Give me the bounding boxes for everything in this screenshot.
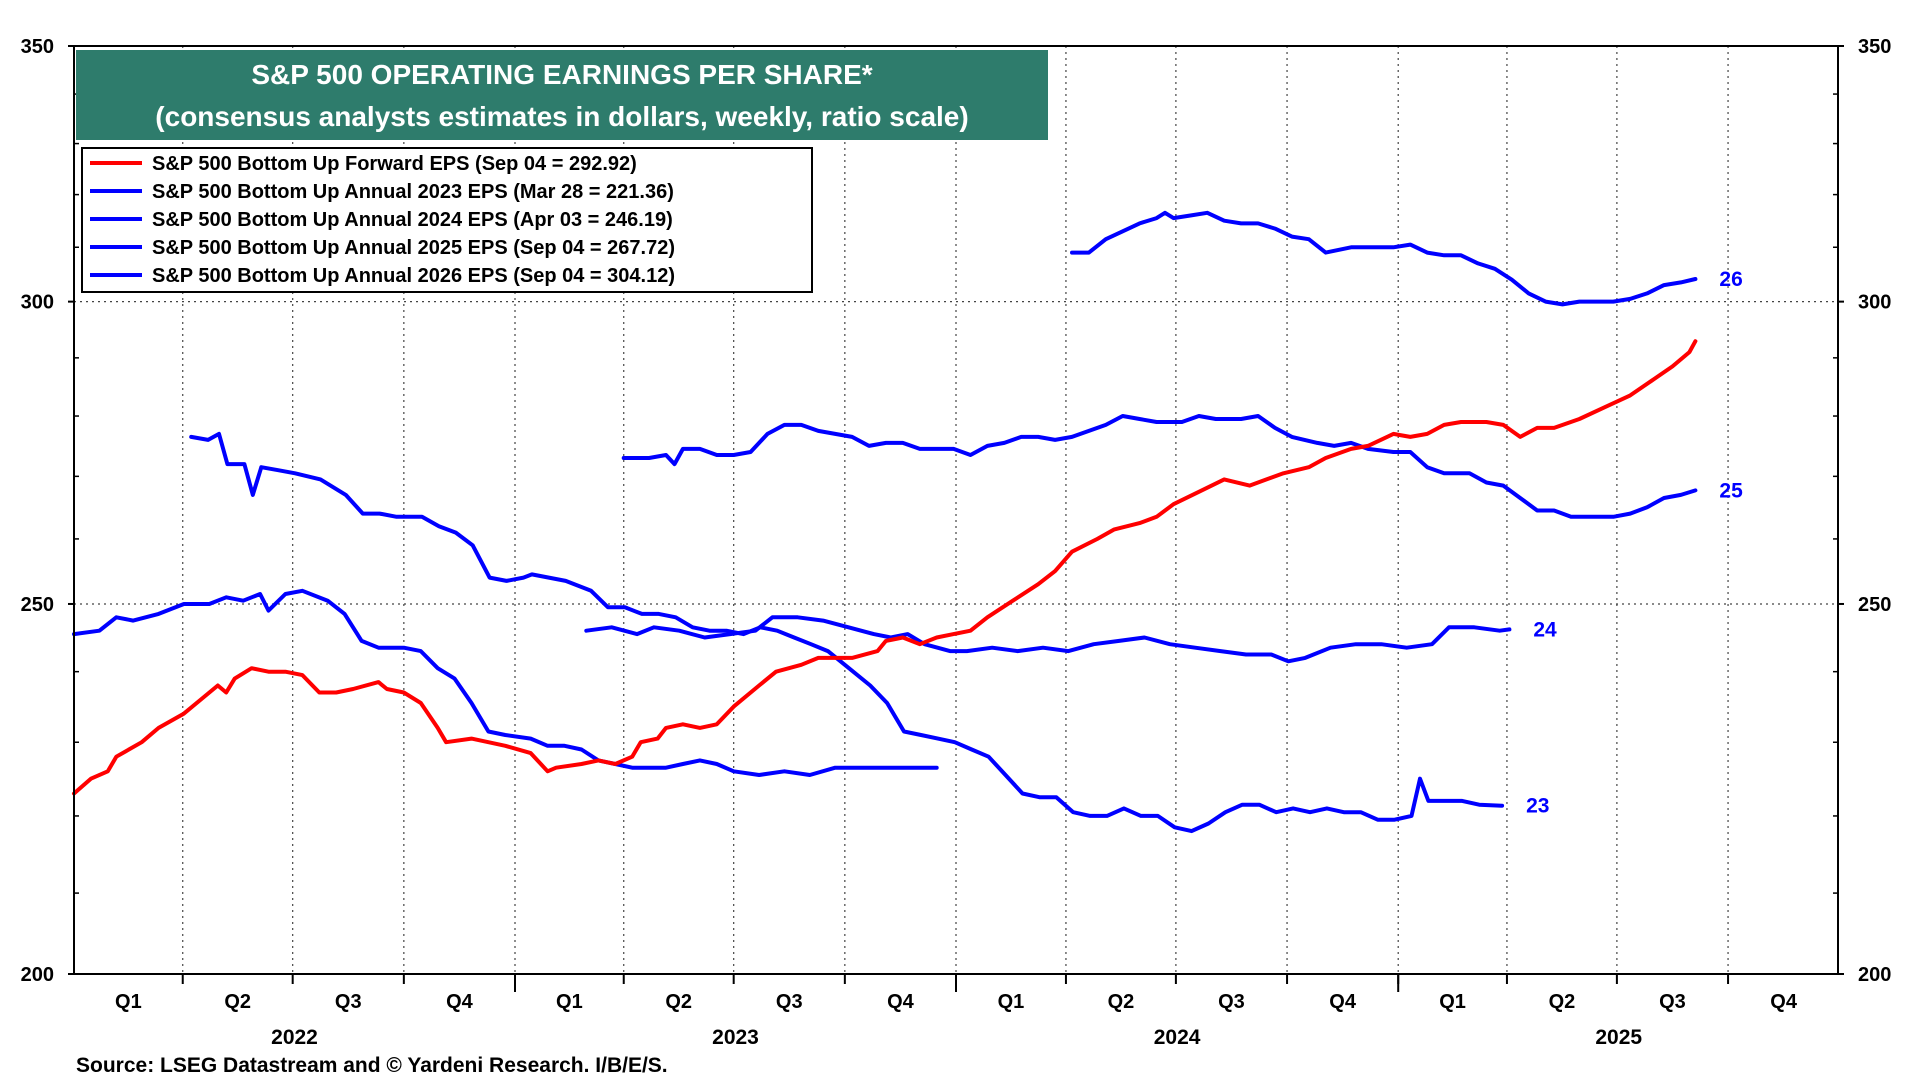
x-quarter-label: Q4 <box>1770 991 1798 1013</box>
x-quarter-label: Q2 <box>665 991 692 1013</box>
end-labels: 23 24 25 26 <box>1526 268 1743 818</box>
x-quarter-label: Q1 <box>115 991 142 1013</box>
y-axis: 200 200 250 250 300 300 350 350 <box>21 36 1892 986</box>
y-tick-label-right: 200 <box>1858 964 1891 986</box>
series-line-eps-26 <box>1070 210 1698 307</box>
y-tick-label-right: 350 <box>1858 36 1891 58</box>
x-quarter-label: Q1 <box>998 991 1025 1013</box>
x-quarter-label: Q3 <box>1659 991 1686 1013</box>
end-label-23: 23 <box>1526 795 1549 818</box>
end-label-25: 25 <box>1719 479 1743 502</box>
x-quarter-label: Q4 <box>446 991 474 1013</box>
legend-entry: S&P 500 Bottom Up Forward EPS (Sep 04 = … <box>152 153 637 175</box>
legend-entry: S&P 500 Bottom Up Annual 2025 EPS (Sep 0… <box>152 237 675 259</box>
x-quarter-label: Q1 <box>556 991 583 1013</box>
series-line-eps-24-segment-b <box>584 615 1512 664</box>
series-line-eps-23 <box>189 431 1505 834</box>
x-axis: Q1 Q2 Q3 Q4 2022 Q1 Q2 Q3 Q4 2023 Q1 Q2 Q3 Q4 2024 Q1 Q2… <box>115 974 1798 1049</box>
gridlines <box>74 46 1838 974</box>
x-quarter-label: Q4 <box>1329 991 1357 1013</box>
x-quarter-label: Q3 <box>1218 991 1245 1013</box>
y-tick-label-right: 250 <box>1858 594 1891 616</box>
series-line-forward <box>72 339 1698 796</box>
source-note: Source: LSEG Datastream and © Yardeni Re… <box>76 1054 668 1077</box>
legend-entry: S&P 500 Bottom Up Annual 2023 EPS (Mar 2… <box>152 181 674 203</box>
title-background <box>76 50 1048 140</box>
legend: S&P 500 Bottom Up Forward EPS (Sep 04 = … <box>81 147 813 293</box>
series-layer <box>72 210 1698 834</box>
x-quarter-label: Q2 <box>1549 991 1576 1013</box>
series-line-eps-24-segment-a <box>72 588 939 777</box>
legend-entry: S&P 500 Bottom Up Annual 2024 EPS (Apr 0… <box>152 209 673 231</box>
series-line-eps-25 <box>621 414 1698 519</box>
y-tick-label-left: 250 <box>21 594 54 616</box>
x-quarter-label: Q2 <box>224 991 251 1013</box>
end-label-26: 26 <box>1719 268 1742 291</box>
x-year-label: 2022 <box>271 1026 318 1049</box>
x-quarter-label: Q3 <box>335 991 362 1013</box>
legend-box <box>81 147 813 293</box>
x-quarter-label: Q3 <box>776 991 803 1013</box>
x-year-label: 2023 <box>712 1026 759 1049</box>
chart-title: S&P 500 OPERATING EARNINGS PER SHARE* <box>251 59 872 90</box>
y-tick-label-left: 350 <box>21 36 54 58</box>
x-year-label: 2025 <box>1595 1026 1642 1049</box>
x-quarter-label: Q4 <box>887 991 915 1013</box>
end-label-24: 24 <box>1533 618 1557 641</box>
x-quarter-label: Q1 <box>1439 991 1466 1013</box>
x-quarter-label: Q2 <box>1108 991 1135 1013</box>
y-tick-label-left: 200 <box>21 964 54 986</box>
y-tick-label-right: 300 <box>1858 292 1891 314</box>
title-box: S&P 500 OPERATING EARNINGS PER SHARE* (c… <box>76 50 1048 140</box>
legend-entry: S&P 500 Bottom Up Annual 2026 EPS (Sep 0… <box>152 265 675 287</box>
y-tick-label-left: 300 <box>21 292 54 314</box>
chart-subtitle: (consensus analysts estimates in dollars… <box>155 101 968 132</box>
x-year-label: 2024 <box>1154 1026 1201 1049</box>
